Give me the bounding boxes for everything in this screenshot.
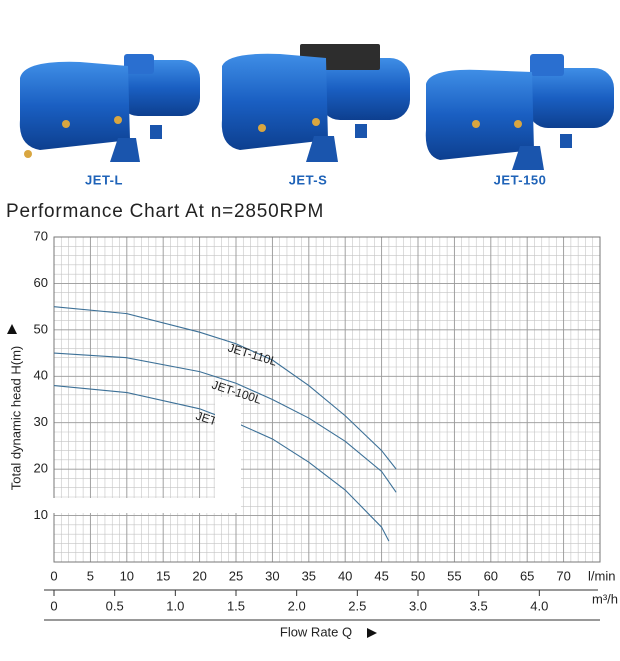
pump-image: [221, 44, 410, 162]
x-tick-label: 15: [156, 568, 170, 583]
y-tick-label: 10: [34, 507, 48, 522]
product-images: [19, 44, 614, 170]
y-axis-label: Total dynamic head H(m): [8, 346, 23, 491]
x-tick-label: 60: [484, 568, 498, 583]
axis-arrow: [367, 628, 377, 638]
axis-arrow: [7, 324, 17, 334]
curve-label: JET-110L: [226, 341, 279, 369]
product-label: JET-150: [494, 172, 547, 187]
y-tick-label: 40: [34, 368, 48, 383]
x2-tick-label: 2.5: [348, 598, 366, 613]
x-tick-label: 0: [50, 568, 57, 583]
x-tick-label: 10: [120, 568, 134, 583]
plot-frame: [53, 236, 601, 563]
x2-tick-label: 3.5: [470, 598, 488, 613]
y-tick-label: 50: [34, 321, 48, 336]
x-tick-label: 20: [192, 568, 206, 583]
product-label: JET-L: [85, 172, 123, 187]
x2-unit: m³/h: [592, 591, 618, 606]
x2-tick-label: 4.0: [530, 598, 548, 613]
x-tick-label: 55: [447, 568, 461, 583]
x-tick-label: 45: [374, 568, 388, 583]
x-tick-label: 30: [265, 568, 279, 583]
y-tick-label: 20: [34, 461, 48, 476]
x-tick-label: 5: [87, 568, 94, 583]
y-tick-label: 30: [34, 414, 48, 429]
x-tick-label: 40: [338, 568, 352, 583]
x2-tick-label: 0: [50, 598, 57, 613]
pump-image: [425, 54, 614, 170]
y-tick-label: 60: [34, 275, 48, 290]
chart-title: Performance Chart At n=2850RPM: [6, 201, 324, 222]
x-unit: l/min: [588, 568, 615, 583]
x-axis-label: Flow Rate Q: [280, 624, 352, 639]
pump-image: [19, 54, 200, 162]
x2-tick-label: 1.5: [227, 598, 245, 613]
x-tick-label: 65: [520, 568, 534, 583]
occlusion: [46, 397, 241, 513]
x2-tick-label: 0.5: [106, 598, 124, 613]
product-label: JET-S: [289, 172, 328, 187]
x2-tick-label: 1.0: [166, 598, 184, 613]
x2-tick-label: 2.0: [288, 598, 306, 613]
x-tick-label: 35: [302, 568, 316, 583]
curve: [53, 385, 390, 542]
y-tick-label: 70: [34, 228, 48, 243]
curve: [53, 352, 397, 493]
x-tick-label: 25: [229, 568, 243, 583]
x-tick-label: 50: [411, 568, 425, 583]
curve: [53, 306, 397, 470]
x-tick-label: 70: [556, 568, 570, 583]
x2-tick-label: 3.0: [409, 598, 427, 613]
